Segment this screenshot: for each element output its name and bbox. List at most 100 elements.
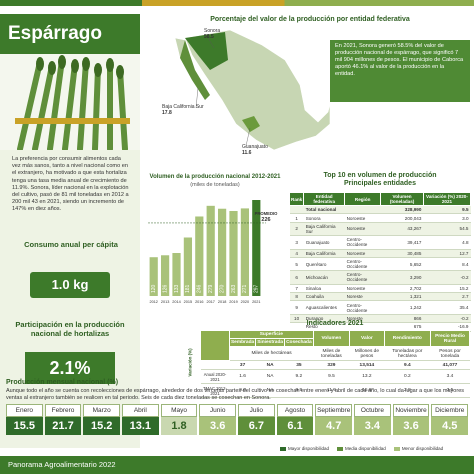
month: Agosto 6.1 xyxy=(276,404,314,444)
table-cell: 3 xyxy=(289,235,304,250)
map-label-name: Guanajuato xyxy=(242,144,268,150)
legend-label: Menor disponibilidad xyxy=(401,446,444,451)
volume-chart: Volumen de la producción nacional 2012-2… xyxy=(148,174,281,304)
top10-table: Rank Entidad federativa Región Volumen (ton… xyxy=(288,192,472,332)
table-cell: 8.9 xyxy=(284,383,314,398)
legend-item: Menor disponibilidad xyxy=(393,446,444,451)
table-cell: 1.6 xyxy=(229,369,256,384)
asparagus-illustration xyxy=(0,54,140,150)
month-name: Abril xyxy=(122,404,159,417)
table-cell: 8.4 xyxy=(423,257,471,272)
chart-subtitle: (miles de toneladas) xyxy=(190,182,240,188)
map-label-name: Sonora xyxy=(204,28,220,34)
legend-item: Media disponibilidad xyxy=(337,446,386,451)
x-tick-label: 2013 xyxy=(161,300,169,304)
unit-cell: Toneladas por hectárea xyxy=(384,346,431,361)
table-cell: -0.2 xyxy=(423,314,471,324)
table-row: Anual 2020-2021 1.6 NA 9.2 9.5 13.2 0.2 3.4 xyxy=(200,369,470,384)
table-row: 4 Baja California Noroeste 30,485 12.7 xyxy=(289,249,471,258)
row-label: TMAC 2012-2021 xyxy=(200,383,230,398)
table-cell: Centro-Occidente xyxy=(344,235,381,250)
month: Junio 3.6 xyxy=(199,404,237,444)
month-value: 15.2 xyxy=(83,417,121,435)
table-row: 2 Baja California Sur Noroeste 43,267 54.5 xyxy=(289,222,471,237)
x-tick-label: 2018 xyxy=(218,300,226,304)
table-cell: 9.2 xyxy=(284,369,314,384)
legend-label: Media disponibilidad xyxy=(345,446,386,451)
table-cell: 200,043 xyxy=(380,213,424,223)
intro-text: La preferencia por consumir alimentos ca… xyxy=(12,156,129,213)
group-header: Volumen xyxy=(312,330,351,347)
share-value: 2.1% xyxy=(25,352,115,384)
table-cell: Noreste xyxy=(344,314,381,324)
table-cell: Noroeste xyxy=(344,213,381,223)
month-value: 1.8 xyxy=(160,417,198,435)
month-name: Junio xyxy=(199,404,237,417)
month-value: 21.7 xyxy=(44,417,82,435)
table-row: 37 NA 35 329 13,514 9.4 41,077 xyxy=(200,360,470,370)
month-value: 4.5 xyxy=(431,417,469,435)
month-value: 6.7 xyxy=(238,417,275,435)
month-name: Diciembre xyxy=(431,404,469,417)
group-header: Rendimiento xyxy=(383,330,431,347)
bar-value: 279 xyxy=(208,284,214,293)
column-header: Rank xyxy=(288,192,305,206)
legend-swatch xyxy=(337,446,344,451)
table-cell: 43,267 xyxy=(380,222,424,237)
table-cell: 2 xyxy=(289,222,304,237)
table-cell: Centro-Occidente xyxy=(344,257,381,272)
month-name: Marzo xyxy=(83,404,121,417)
table-cell: 3,290 xyxy=(380,270,424,285)
month-name: Enero xyxy=(6,404,43,417)
month-value: 4.7 xyxy=(315,417,353,435)
bar-value: 297 xyxy=(254,284,260,293)
table-cell: 8 xyxy=(289,292,304,302)
unit-cell: Pesos por tonelada xyxy=(430,346,470,361)
map-title: Porcentaje del valor de la producción po… xyxy=(210,16,410,23)
table-cell: 2.7 xyxy=(423,292,471,302)
table-cell: Total nacional xyxy=(303,205,345,215)
month: Abril 13.1 xyxy=(122,404,159,444)
table-cell: NA xyxy=(255,360,285,370)
table-cell: 3.5 xyxy=(430,383,470,398)
month-name: Noviembre xyxy=(392,404,430,417)
table-cell: 54.5 xyxy=(423,222,471,237)
table-cell: 3.4 xyxy=(430,369,470,384)
table-cell: Querétaro xyxy=(303,257,345,272)
map-label-value: 11.6 xyxy=(242,150,252,156)
bar xyxy=(172,253,181,296)
table-cell: 3.0 xyxy=(423,213,471,223)
month: Diciembre 4.5 xyxy=(431,404,469,444)
legend-item: Mayor disponibilidad xyxy=(280,446,329,451)
unit-cell: Miles de toneladas xyxy=(313,346,350,361)
table-cell: 15.8 xyxy=(349,383,385,398)
x-tick-label: 2020 xyxy=(241,300,249,304)
table-cell xyxy=(344,205,381,215)
group-header: Valor xyxy=(349,330,385,347)
table-cell: Noreste xyxy=(344,292,381,302)
bar-value: 181 xyxy=(185,284,191,293)
x-tick-label: 2019 xyxy=(229,300,237,304)
month: Septiembre 4.7 xyxy=(315,404,353,444)
column-header: Entidad federativa xyxy=(303,192,346,206)
top10-subtitle: Principales entidades xyxy=(344,180,416,187)
month: Febrero 21.7 xyxy=(44,404,82,444)
side-label: Variación (%) xyxy=(187,348,193,377)
table-row: 6 Michoacán Centro-Occidente 3,290 -0.2 xyxy=(289,270,471,285)
month-name: Julio xyxy=(238,404,275,417)
table-cell: NA xyxy=(255,369,285,384)
table-cell: 2.8 xyxy=(384,383,431,398)
table-cell: 7 xyxy=(289,284,304,294)
units-row: Miles de hectáreas Miles de toneladas Mill… xyxy=(201,346,470,361)
table-cell: 9.0 xyxy=(229,383,256,398)
table-cell: Noroeste xyxy=(344,222,381,237)
x-tick-label: 2017 xyxy=(206,300,214,304)
table-cell: -0.2 xyxy=(423,270,471,285)
empty-label xyxy=(200,360,230,370)
table-row: Total nacional 328,990 9.5 xyxy=(289,205,471,215)
table-row: 8 Coahuila Noreste 1,321 2.7 xyxy=(289,292,471,302)
average-value: 226 xyxy=(261,217,270,223)
bar xyxy=(217,208,227,296)
